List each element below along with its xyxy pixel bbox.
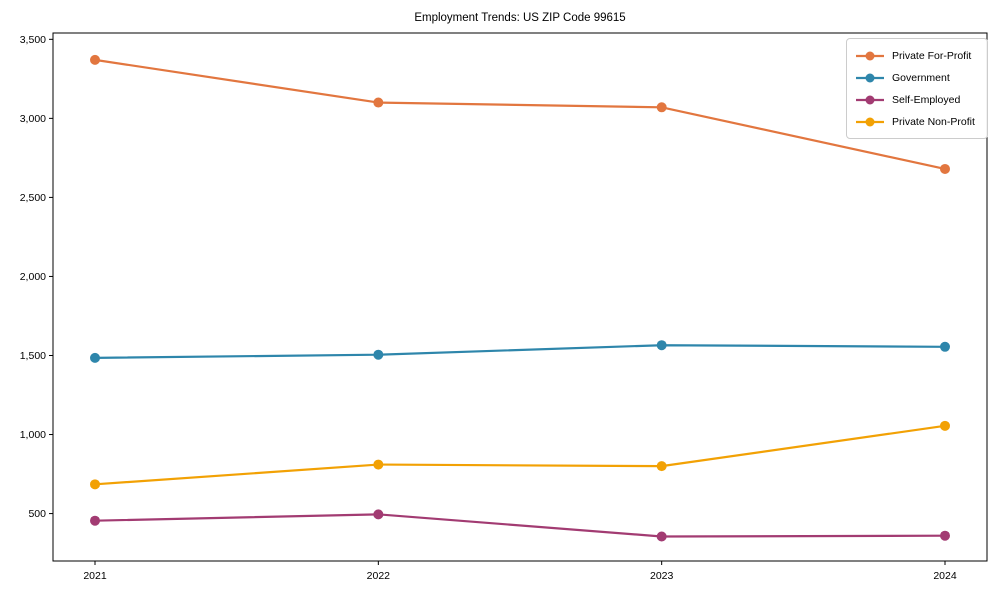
- x-tick-label: 2023: [650, 570, 674, 582]
- legend-line-sample: [856, 117, 884, 126]
- series-marker-private-non-profit: [90, 479, 100, 490]
- series-marker-government: [940, 341, 950, 352]
- y-tick-label: 3,500: [20, 34, 46, 46]
- legend-label: Self-Employed: [892, 93, 961, 106]
- series-marker-self-employed: [656, 531, 667, 542]
- x-tick-label: 2022: [367, 570, 391, 582]
- y-tick-label: 2,500: [20, 192, 46, 204]
- series-marker-government: [373, 349, 384, 360]
- series-marker-self-employed: [90, 515, 100, 526]
- x-tick-label: 2024: [933, 570, 957, 582]
- legend: Private For-Profit Government Self-Employe…: [846, 38, 988, 139]
- x-tick-label: 2021: [83, 570, 107, 582]
- legend-label: Private For-Profit: [892, 49, 972, 62]
- legend-line-sample: [856, 73, 884, 82]
- series-marker-private-for-profit: [90, 54, 100, 65]
- legend-label: Government: [892, 71, 950, 84]
- legend-item: Self-Employed: [855, 90, 979, 109]
- series-line-self-employed: [93, 513, 947, 538]
- chart-title: Employment Trends: US ZIP Code 99615: [414, 12, 626, 24]
- series-line-private-for-profit: [93, 58, 947, 171]
- y-tick-label: 500: [28, 508, 46, 520]
- y-tick-label: 2,000: [20, 271, 46, 283]
- plot-border: [52, 32, 988, 562]
- legend-label: Private Non-Profit: [892, 115, 975, 128]
- y-tick-label: 1,000: [20, 429, 46, 441]
- series-marker-government: [90, 352, 100, 363]
- series-marker-self-employed: [373, 509, 384, 520]
- series-marker-self-employed: [940, 530, 950, 541]
- legend-item: Private For-Profit: [855, 46, 979, 65]
- series-marker-private-non-profit: [373, 459, 384, 470]
- legend-line-sample: [856, 95, 884, 104]
- legend-item: Private Non-Profit: [855, 112, 979, 131]
- y-tick-label: 3,000: [20, 113, 46, 125]
- series-marker-private-for-profit: [656, 102, 667, 113]
- series-marker-private-for-profit: [373, 97, 384, 108]
- series-marker-private-non-profit: [940, 420, 950, 431]
- legend-item: Government: [855, 68, 979, 87]
- series-line-government: [93, 344, 947, 359]
- legend-line-sample: [856, 51, 884, 60]
- series-marker-private-non-profit: [656, 461, 667, 472]
- series-marker-private-for-profit: [940, 163, 950, 174]
- series-line-private-non-profit: [93, 424, 947, 486]
- y-tick-label: 1,500: [20, 350, 46, 362]
- series-marker-government: [656, 340, 667, 351]
